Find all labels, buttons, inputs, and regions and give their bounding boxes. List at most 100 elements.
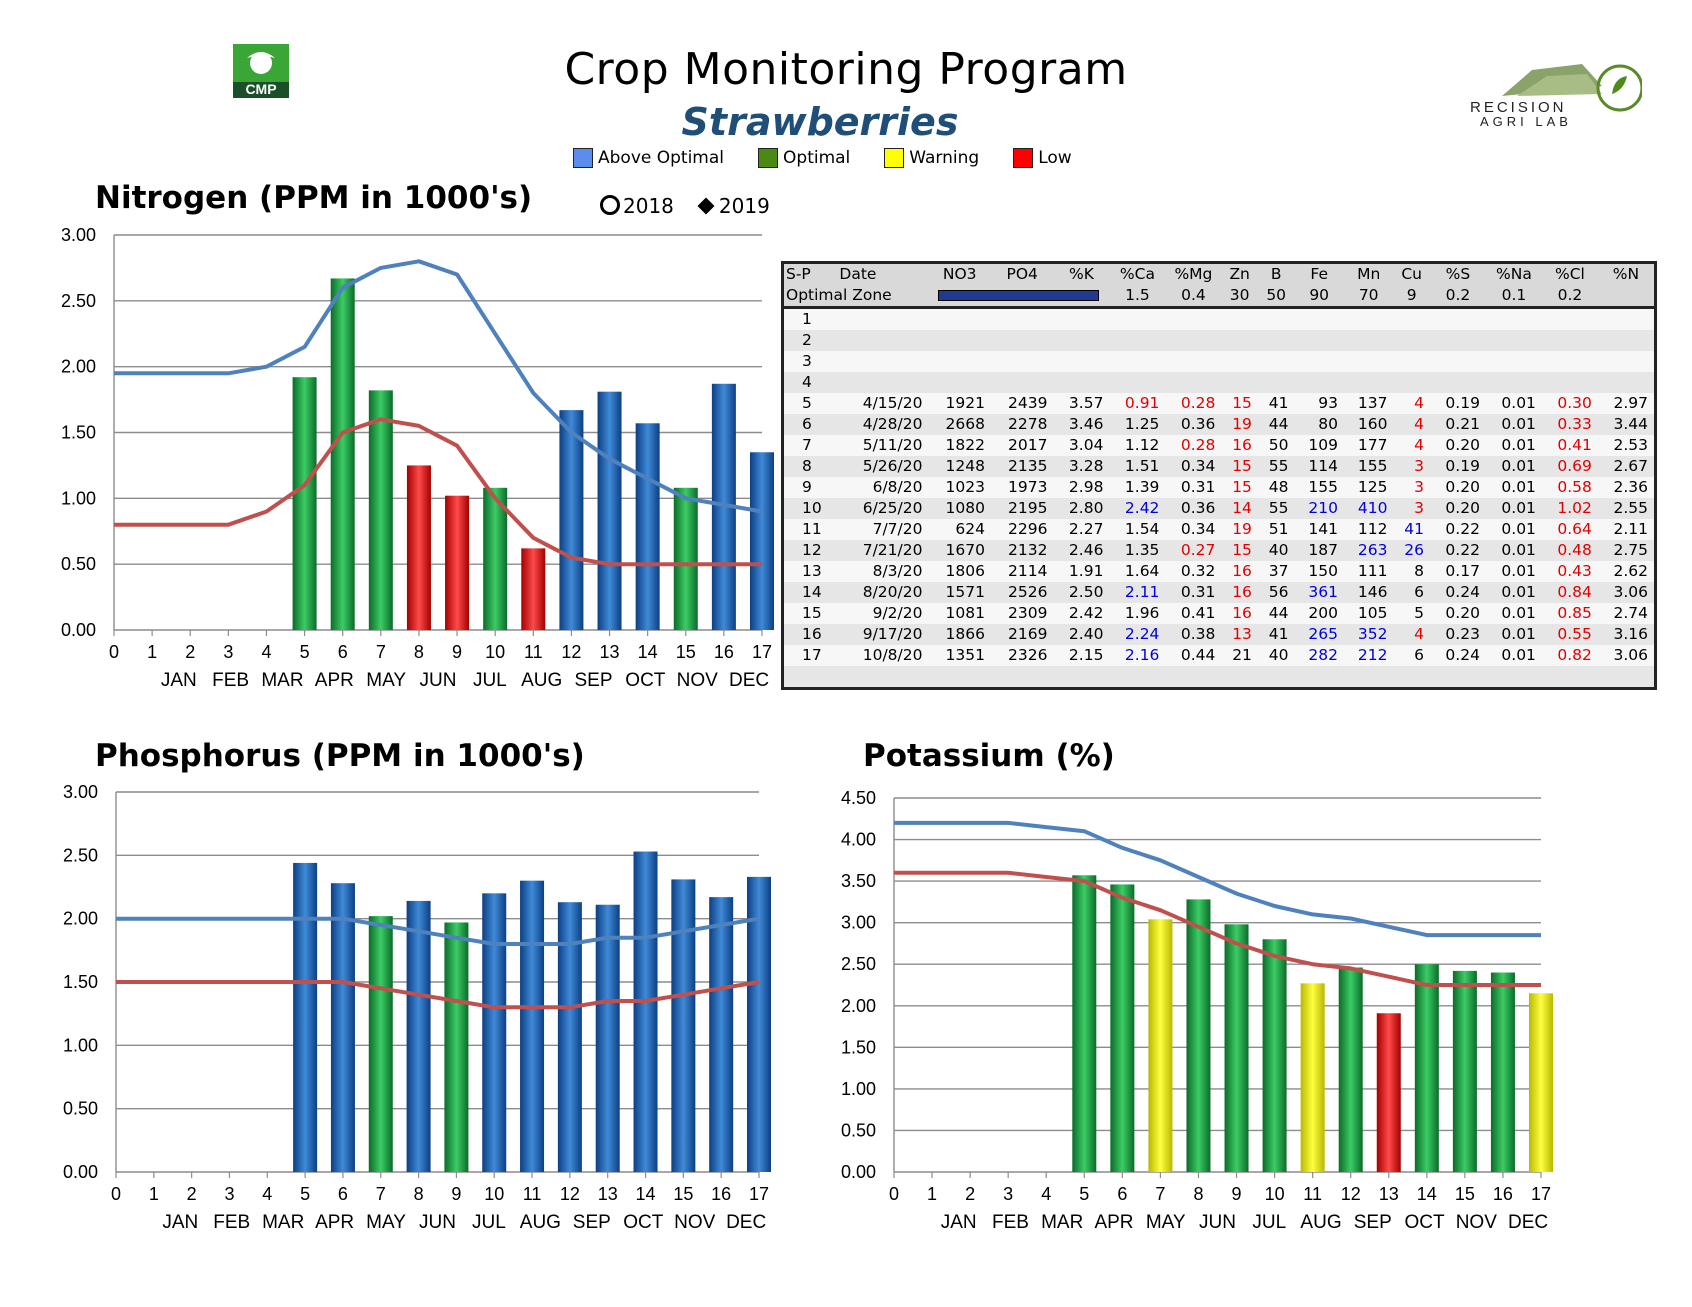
value-cell: 0.91 xyxy=(1109,393,1166,414)
circle-outline-icon xyxy=(600,195,620,215)
precision-agri-lab-logo: RECISION AGRI LAB xyxy=(1462,56,1644,136)
value-cell: 2.46 xyxy=(1053,540,1110,561)
bar-blue xyxy=(595,904,620,1172)
x-tick-label: 0 xyxy=(111,1184,121,1204)
month-label: MAY xyxy=(1146,1212,1186,1233)
value-cell: 0.30 xyxy=(1541,393,1598,414)
x-tick-label: 3 xyxy=(223,642,233,662)
value-cell: 0.20 xyxy=(1429,603,1486,624)
month-label: JAN xyxy=(162,1212,198,1233)
column-header: %Mg xyxy=(1165,264,1222,285)
x-tick-label: 16 xyxy=(711,1184,731,1204)
value-cell: 0.34 xyxy=(1165,519,1222,540)
lower-limit-line xyxy=(894,870,1541,987)
month-label: AUG xyxy=(521,670,562,691)
crop-subtitle: Strawberries xyxy=(681,100,959,144)
value-cell: 3.57 xyxy=(1053,393,1110,414)
value-cell: 0.01 xyxy=(1485,624,1542,645)
value-cell: 5 xyxy=(1393,603,1430,624)
value-cell: 141 xyxy=(1294,519,1344,540)
value-cell: 0.41 xyxy=(1165,603,1222,624)
page-title: Crop Monitoring Program xyxy=(564,44,1128,95)
lower-limit-line xyxy=(116,980,760,1010)
value-cell: 2.67 xyxy=(1597,456,1654,477)
x-tick-label: 0 xyxy=(889,1184,899,1204)
cmp-logo-text: CMP xyxy=(245,81,276,97)
bar-blue xyxy=(635,423,660,630)
x-tick-label: 4 xyxy=(261,642,271,662)
x-tick-label: 11 xyxy=(524,642,543,662)
bar-green xyxy=(330,278,355,630)
x-tick-label: 10 xyxy=(1265,1184,1285,1204)
legend-above-optimal: Above Optimal xyxy=(573,148,724,168)
month-label: MAR xyxy=(261,670,303,691)
value-cell: 210 xyxy=(1294,498,1344,519)
optimal-zone-bar xyxy=(938,290,1100,301)
lab-logo-line1: RECISION xyxy=(1470,99,1567,116)
column-header: B xyxy=(1257,264,1295,285)
value-cell: 0.01 xyxy=(1485,435,1542,456)
value-cell: 2.11 xyxy=(1597,519,1654,540)
value-cell: 0.55 xyxy=(1541,624,1598,645)
x-tick-label: 15 xyxy=(676,642,696,662)
x-tick-label: 4 xyxy=(1041,1184,1051,1204)
x-tick-label: 5 xyxy=(1079,1184,1089,1204)
value-cell: 1.51 xyxy=(1109,456,1166,477)
value-cell: 0.01 xyxy=(1485,540,1542,561)
bar-green xyxy=(1414,964,1439,1172)
value-cell: 114 xyxy=(1294,456,1344,477)
month-label: AUG xyxy=(520,1212,561,1233)
value-cell: 0.22 xyxy=(1429,540,1486,561)
value-cell: 1670 xyxy=(928,540,991,561)
value-cell: 0.19 xyxy=(1429,456,1486,477)
value-cell: 4 xyxy=(1393,414,1430,435)
value-cell: 37 xyxy=(1257,561,1295,582)
bar-green xyxy=(1224,924,1249,1172)
sample-period-cell: 10 xyxy=(784,498,838,519)
value-cell: 16 xyxy=(1221,435,1258,456)
x-tick-label: 9 xyxy=(452,642,462,662)
bar-green xyxy=(292,377,317,630)
value-cell: 3.06 xyxy=(1597,645,1654,666)
table-row: 1 xyxy=(784,307,1654,330)
month-label: MAR xyxy=(262,1212,304,1233)
column-header: %S xyxy=(1429,264,1486,285)
column-header: %Na xyxy=(1485,264,1542,285)
x-tick-label: 17 xyxy=(1531,1184,1551,1204)
value-cell: 1248 xyxy=(928,456,991,477)
bar-blue xyxy=(747,876,771,1172)
x-tick-label: 5 xyxy=(300,642,310,662)
value-cell: 361 xyxy=(1294,582,1344,603)
value-cell: 0.84 xyxy=(1541,582,1598,603)
x-tick-label: 13 xyxy=(1379,1184,1399,1204)
value-cell: 15 xyxy=(1221,393,1258,414)
value-cell: 352 xyxy=(1343,624,1394,645)
column-header: %N xyxy=(1597,264,1654,285)
year-2019-legend: 2019 xyxy=(697,194,770,218)
table-row: 12 7/21/20 1670 2132 2.46 1.35 0.27 15 40 187 263 2… xyxy=(784,540,1654,561)
date-cell: 4/28/20 xyxy=(837,414,929,435)
month-label: JUL xyxy=(473,670,507,691)
value-cell: 0.01 xyxy=(1485,498,1542,519)
date-cell: 7/7/20 xyxy=(837,519,929,540)
value-cell: 1.25 xyxy=(1109,414,1166,435)
value-cell: 263 xyxy=(1343,540,1394,561)
bar-yellow xyxy=(1148,919,1173,1172)
x-tick-label: 12 xyxy=(561,642,581,662)
date-cell: 10/8/20 xyxy=(837,645,929,666)
y-tick-label: 2.50 xyxy=(841,954,876,974)
value-cell: 212 xyxy=(1343,645,1394,666)
legend-swatch xyxy=(758,148,779,168)
value-cell: 177 xyxy=(1343,435,1394,456)
date-cell: 6/8/20 xyxy=(837,477,929,498)
table-row: 5 4/15/20 1921 2439 3.57 0.91 0.28 15 41 93 137 4 0.… xyxy=(784,393,1654,414)
month-label: SEP xyxy=(1354,1212,1392,1233)
y-tick-label: 2.00 xyxy=(841,996,876,1016)
value-cell: 1.96 xyxy=(1109,603,1166,624)
y-tick-label: 1.50 xyxy=(61,423,96,443)
table-row: 7 5/11/20 1822 2017 3.04 1.12 0.28 16 50 109 177 4 0… xyxy=(784,435,1654,456)
optimal-zone-label: Optimal Zone xyxy=(784,285,929,309)
bar-blue xyxy=(520,880,545,1172)
value-cell: 21 xyxy=(1221,645,1258,666)
